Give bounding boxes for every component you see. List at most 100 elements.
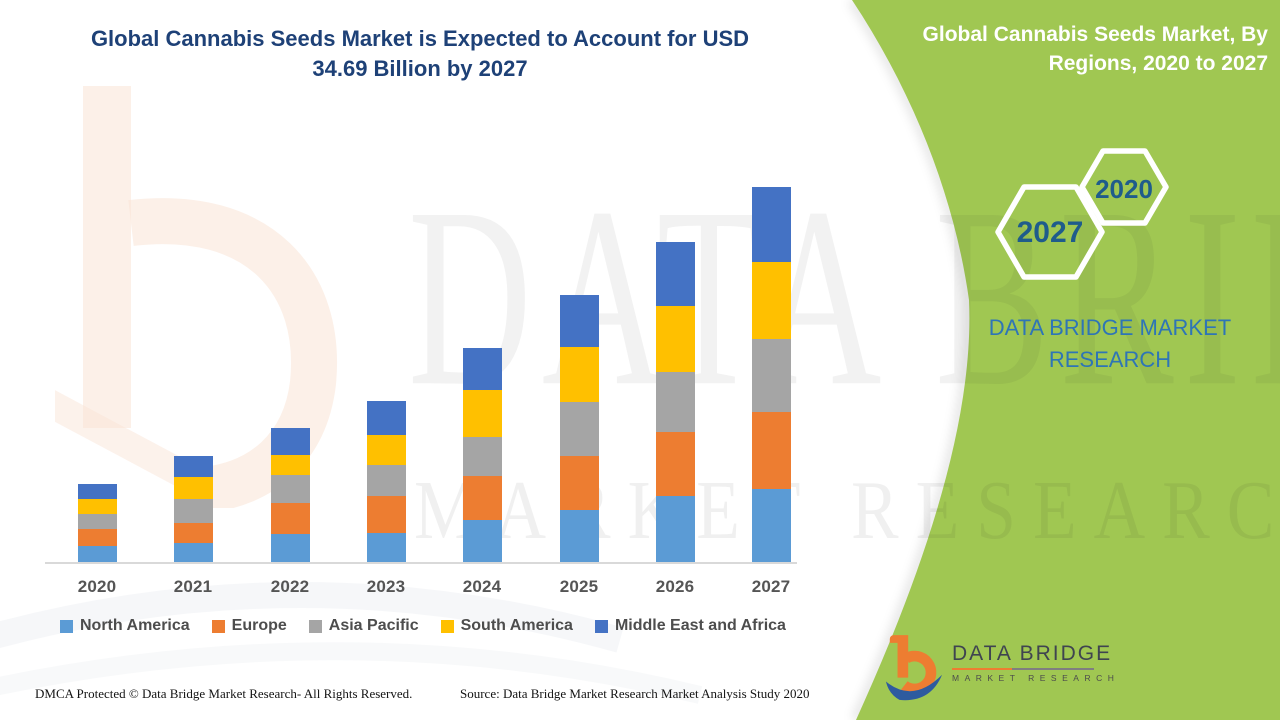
bar-segment-asia-pacific-2025	[559, 402, 599, 456]
swoosh-curve-1	[0, 582, 624, 653]
logo-watermark-bowl	[128, 198, 337, 508]
hexagon-2027-label: 2027	[1016, 216, 1084, 249]
stacked-bar-2025	[559, 295, 599, 562]
logo-underline-gray	[1011, 668, 1094, 670]
stacked-bar-2026	[655, 242, 695, 562]
logo-b-stem	[889, 635, 909, 678]
hexagon-badges	[995, 148, 1169, 280]
bar-segment-asia-pacific-2021	[173, 499, 213, 523]
legend-item-middle-east-and-africa: Middle East and Africa	[594, 617, 786, 635]
legend-label-middle-east-and-africa: Middle East and Africa	[614, 617, 786, 634]
bar-segment-asia-pacific-2023	[366, 465, 406, 496]
bar-segment-north-america-2022	[270, 534, 310, 562]
bar-segment-europe-2024	[462, 476, 502, 520]
panel-green-shape	[852, 0, 1280, 720]
hexagon-2027	[995, 184, 1105, 280]
bar-segment-asia-pacific-2026	[655, 372, 695, 432]
legend-item-north-america: North America	[60, 617, 190, 635]
brand-text-line2: RESEARCH	[1048, 347, 1172, 372]
legend-label-asia-pacific: Asia Pacific	[328, 617, 419, 634]
panel-edge-shadow	[847, 0, 975, 720]
bar-segment-asia-pacific-2022	[270, 475, 310, 503]
brand-text: DATA BRIDGE MARKET RESEARCH	[955, 312, 1265, 376]
legend-swatch-north-america	[60, 619, 73, 633]
chart-title: Global Cannabis Seeds Market is Expected…	[70, 24, 770, 84]
x-axis-label-2025: 2025	[559, 577, 599, 596]
panel-title-line1: Global Cannabis Seeds Market, By	[922, 23, 1268, 46]
bar-segment-south-america-2027	[751, 262, 791, 339]
legend-swatch-europe	[211, 619, 225, 633]
bar-segment-north-america-2025	[559, 510, 599, 562]
chart-legend: North America Europe Asia Pacific South Ame…	[60, 617, 850, 635]
bar-segment-europe-2022	[270, 503, 310, 534]
brand-text-line1: DATA BRIDGE MARKET	[988, 315, 1232, 340]
logo-swoosh	[885, 674, 943, 701]
bar-segment-north-america-2024	[462, 520, 502, 562]
logo-b-bowl	[901, 650, 937, 695]
bar-segment-north-america-2026	[655, 496, 695, 562]
stacked-bar-2024	[462, 348, 502, 562]
legend-item-south-america: South America	[440, 617, 573, 635]
brand-watermark-subtext: MARKET RESEARCH	[414, 464, 1280, 557]
chart-title-line1: Global Cannabis Seeds Market is Expected…	[90, 26, 750, 51]
swoosh-curve-2	[0, 642, 703, 704]
company-logo: DATA BRIDGE MARKET RESEARCH	[884, 632, 1119, 704]
bar-segment-asia-pacific-2020	[77, 514, 117, 529]
legend-item-europe: Europe	[211, 617, 287, 635]
legend-item-asia-pacific: Asia Pacific	[308, 617, 419, 635]
bar-segment-middle-east-and-africa-2026	[655, 242, 695, 306]
bar-segment-europe-2020	[77, 529, 117, 546]
bar-segment-south-america-2023	[366, 435, 406, 465]
legend-swatch-south-america	[440, 619, 454, 633]
bar-segment-middle-east-and-africa-2023	[366, 401, 406, 435]
legend-swatch-middle-east-and-africa	[594, 619, 608, 633]
x-axis-label-2023: 2023	[366, 577, 406, 596]
hexagon-2020-label: 2020	[1095, 174, 1153, 204]
company-logo-text: DATA BRIDGE MARKET RESEARCH	[952, 632, 1119, 683]
hexagon-2020	[1079, 148, 1169, 226]
company-logo-name: DATA BRIDGE	[952, 642, 1113, 665]
logo-watermark-stem	[83, 86, 131, 428]
bar-segment-europe-2026	[655, 432, 695, 496]
bar-segment-asia-pacific-2027	[751, 339, 791, 412]
bar-segment-middle-east-and-africa-2025	[559, 295, 599, 347]
logo-underline-orange	[952, 668, 1012, 670]
dmca-note: DMCA Protected © Data Bridge Market Rese…	[35, 686, 413, 701]
bar-segment-south-america-2021	[173, 477, 213, 499]
bar-segment-europe-2025	[559, 456, 599, 510]
bar-segment-south-america-2024	[462, 390, 502, 437]
bar-segment-north-america-2021	[173, 543, 213, 562]
swoosh-watermark	[0, 582, 703, 704]
legend-label-north-america: North America	[80, 617, 190, 634]
legend-swatch-asia-pacific	[308, 619, 322, 633]
bar-segment-south-america-2026	[655, 306, 695, 372]
legend-label-europe: Europe	[231, 617, 287, 634]
company-logo-icon	[885, 635, 943, 701]
brand-watermark-text: DATA BRIDGE	[408, 155, 1280, 440]
bar-segment-north-america-2023	[366, 533, 406, 562]
bar-segment-north-america-2020	[77, 546, 117, 562]
source-note: Source: Data Bridge Market Research Mark…	[460, 686, 810, 701]
stacked-bar-2020	[77, 484, 117, 562]
panel-title: Global Cannabis Seeds Market, By Regions…	[886, 20, 1278, 78]
chart-title-line2: 34.69 Billion by 2027	[312, 56, 528, 81]
bar-segment-north-america-2027	[751, 489, 791, 562]
stacked-bar-2022	[270, 428, 310, 562]
company-logo-underline	[952, 668, 1094, 670]
x-axis-line	[45, 562, 797, 564]
stacked-bar-2021	[173, 456, 213, 562]
x-axis-label-2024: 2024	[462, 577, 502, 596]
stacked-bar-2027	[751, 187, 791, 562]
bar-segment-europe-2027	[751, 412, 791, 489]
x-axis-label-2022: 2022	[270, 577, 310, 596]
bar-segment-middle-east-and-africa-2027	[751, 187, 791, 262]
stacked-bar-2023	[366, 401, 406, 562]
bar-segment-europe-2023	[366, 496, 406, 533]
bar-segment-south-america-2025	[559, 347, 599, 402]
logo-watermark	[55, 86, 337, 508]
bar-segment-middle-east-and-africa-2021	[173, 456, 213, 477]
company-logo-tagline: MARKET RESEARCH	[952, 673, 1120, 683]
x-axis-label-2027: 2027	[751, 577, 791, 596]
